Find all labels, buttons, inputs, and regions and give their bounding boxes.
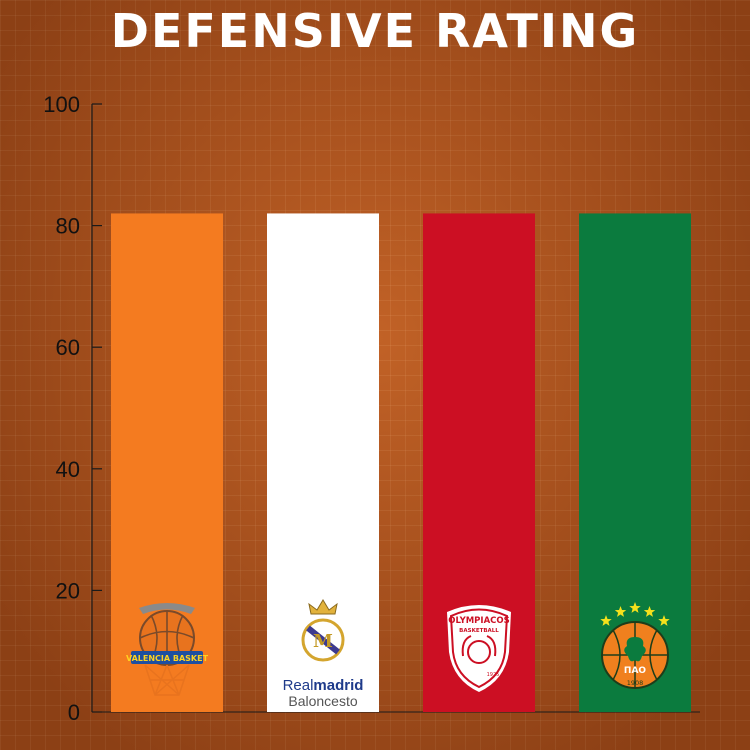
crest-sash-icon [306,625,340,655]
valencia-banner-text: VALENCIA BASKET [126,654,209,663]
valencia-basket-logo: VALENCIA BASKET [126,603,209,696]
laurel-icon [461,635,497,657]
star-icon [629,602,641,613]
star-icon [614,606,627,617]
net-icon [144,664,190,696]
head-profile-icon [467,640,491,664]
clover-icon [624,637,646,662]
panathinaikos-letters: ΠΑΟ [624,666,646,676]
wordmark-real: Real [283,677,314,694]
shield-icon [447,605,511,692]
olympiacos-name: OLYMPIACOS [448,616,510,626]
rim-icon [139,603,195,614]
wordmark-madrid: madrid [313,677,363,694]
panathinaikos-logo: ΠΑΟ 1908 [600,602,670,689]
olympiacos-subtitle: BASKETBALL [459,628,499,634]
y-tick-label: 20 [56,578,80,603]
star-icon [658,615,670,626]
panathinaikos-year: 1908 [627,679,644,687]
olympiacos-logo: OLYMPIACOS BASKETBALL 1925 [447,605,511,692]
y-tick-label: 100 [43,92,80,117]
olympiacos-year: 1925 [487,672,500,678]
y-tick-label: 80 [56,214,80,239]
star-icon [600,615,612,626]
y-axis: 0 20 40 60 80 100 [43,92,700,725]
ball-seams-icon [139,611,195,665]
crown-icon [308,599,338,615]
y-tick-label: 0 [68,700,80,725]
bars [111,213,691,712]
y-tick-label: 40 [56,457,80,482]
star-icon [643,606,656,617]
crest-monogram: M [313,631,333,652]
real-madrid-wordmark: Realmadrid [283,677,364,694]
chart-title: DEFENSIVE RATING [110,4,640,58]
banner-icon [131,651,203,664]
y-tick-label: 60 [56,335,80,360]
real-madrid-baloncesto: Baloncesto [288,693,357,709]
shield-border-icon [449,608,509,689]
